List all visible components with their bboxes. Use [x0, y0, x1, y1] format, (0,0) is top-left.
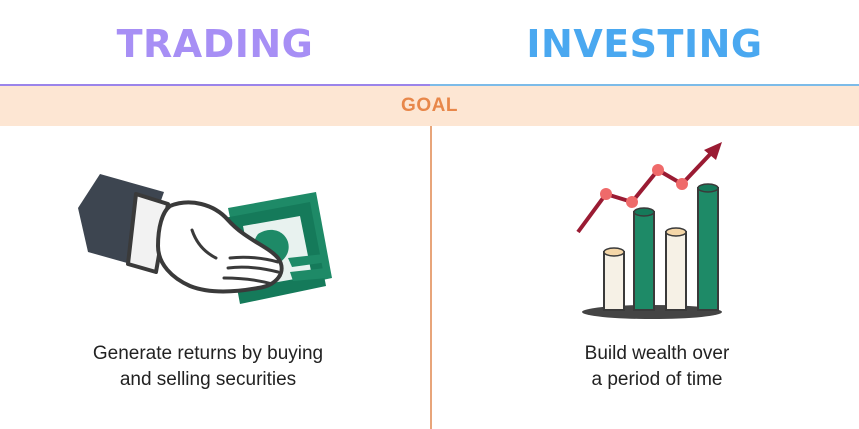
investing-caption-line-2: a period of time	[591, 369, 723, 390]
investing-title: INVESTING	[526, 22, 763, 66]
goal-label: GOAL	[401, 95, 458, 116]
cylinder-2	[633, 207, 655, 311]
trend-arrow	[576, 142, 722, 234]
cylinder-4	[697, 183, 719, 311]
handshake-money-icon	[78, 174, 332, 304]
glove	[156, 200, 284, 294]
trading-caption-line-1: Generate returns by buying	[92, 343, 324, 364]
investing-rule	[430, 84, 859, 86]
column-divider	[430, 126, 432, 429]
sleeve	[78, 174, 170, 274]
goal-band	[0, 86, 859, 126]
cylinder-1	[603, 247, 625, 311]
trading-caption: Generate returns by buying and selling s…	[30, 341, 386, 393]
cylinder-3	[665, 227, 687, 311]
trading-caption-line-2: and selling securities	[119, 369, 297, 390]
trading-rule	[0, 84, 430, 86]
trading-title: TRADING	[116, 22, 314, 66]
investing-caption: Build wealth over a period of time	[470, 341, 844, 393]
growth-chart-icon	[576, 142, 722, 319]
investing-caption-line-1: Build wealth over	[584, 343, 730, 364]
